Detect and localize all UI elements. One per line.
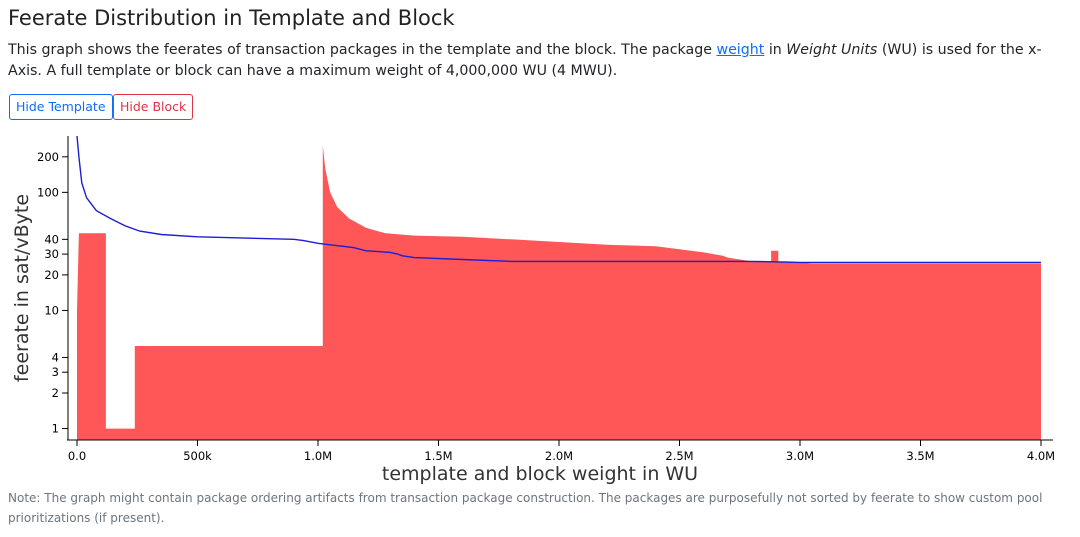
y-tick-label: 10 <box>44 303 59 317</box>
y-tick-label: 40 <box>44 232 59 246</box>
weight-units-emphasis: Weight Units <box>786 42 878 58</box>
y-axis-label: feerate in sat/vByte <box>11 194 33 382</box>
x-tick-label: 4.0M <box>1027 449 1055 463</box>
y-tick-label: 100 <box>37 185 59 199</box>
x-tick-label: 1.0M <box>304 449 332 463</box>
x-tick-label: 3.5M <box>906 449 934 463</box>
y-tick-label: 4 <box>52 350 59 364</box>
page-title: Feerate Distribution in Template and Blo… <box>8 6 455 30</box>
y-tick-label: 20 <box>44 268 59 282</box>
y-tick-label: 2 <box>52 386 59 400</box>
y-tick-label: 200 <box>37 150 59 164</box>
y-tick-label: 1 <box>52 422 59 436</box>
template-series-line <box>76 135 1041 264</box>
hide-template-button[interactable]: Hide Template <box>9 94 113 120</box>
hide-block-button[interactable]: Hide Block <box>113 94 194 120</box>
footnote: Note: The graph might contain package or… <box>8 491 1043 525</box>
y-tick-label: 30 <box>44 247 59 261</box>
y-tick-label: 3 <box>52 365 59 379</box>
description-part1: This graph shows the feerates of transac… <box>8 42 717 58</box>
description-part2: in <box>764 42 787 58</box>
description-part3: (WU) is used for the x-Axis. A full temp… <box>8 42 1042 79</box>
x-tick-label: 500k <box>183 449 212 463</box>
x-axis-label: template and block weight in WU <box>382 463 698 485</box>
weight-link[interactable]: weight <box>716 42 765 58</box>
x-tick-label: 3.0M <box>786 449 814 463</box>
plot-area <box>76 135 1041 440</box>
x-tick-label: 2.5M <box>665 449 693 463</box>
x-tick-label: 1.5M <box>424 449 452 463</box>
x-tick-label: 2.0M <box>545 449 573 463</box>
block-series-area <box>77 145 1041 440</box>
description: This graph shows the feerates of transac… <box>8 40 1072 82</box>
x-tick-label: 0.0 <box>68 449 86 463</box>
axes: 0.0 500k 1.0M 1.5M 2.0M 2.5M 3.0M 3.5M 4.0M 1 2 34 1… <box>37 136 1055 463</box>
